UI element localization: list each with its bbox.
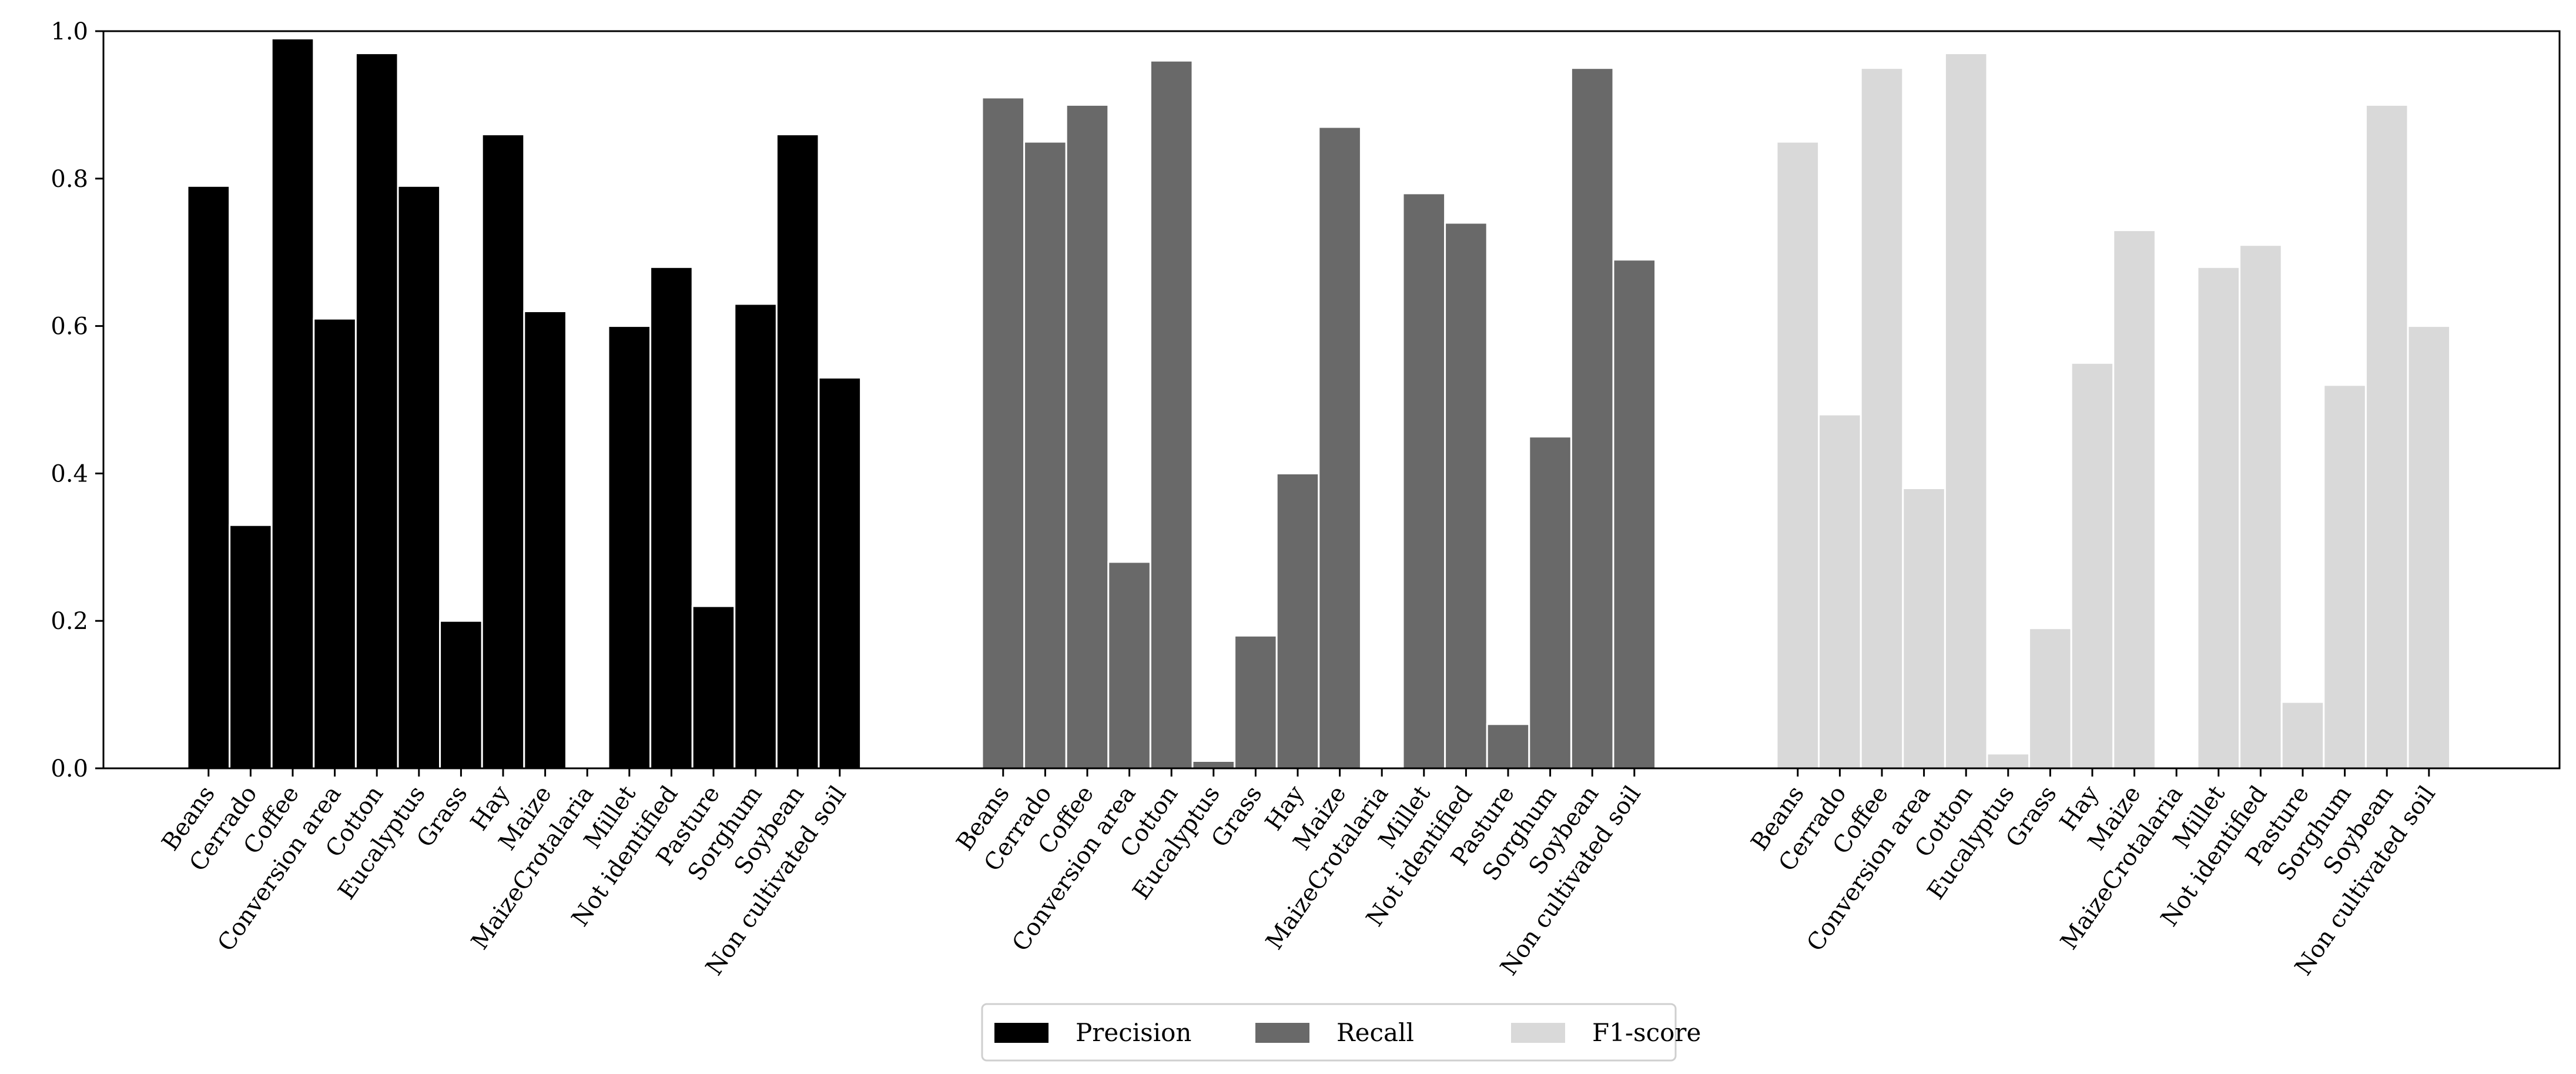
y-tick-label: 0.4 <box>51 460 88 487</box>
y-tick-label: 0.0 <box>51 755 88 782</box>
bar-recall-3 <box>1107 561 1151 769</box>
bar-f1-score-13 <box>2323 384 2367 769</box>
bar-recall-15 <box>1612 259 1657 769</box>
bar-precision-8 <box>523 310 567 769</box>
bar-precision-10 <box>607 325 652 769</box>
bar-recall-11 <box>1444 222 1488 769</box>
bar-precision-0 <box>186 185 231 769</box>
legend-label-recall: Recall <box>1336 1018 1414 1047</box>
bar-recall-13 <box>1528 436 1572 769</box>
bar-recall-2 <box>1065 103 1110 769</box>
bar-recall-8 <box>1318 126 1362 769</box>
bar-f1-score-7 <box>2070 362 2115 769</box>
bar-f1-score-2 <box>1860 67 1904 769</box>
y-axis: 0.0 0.2 0.4 0.6 0.8 1.0 <box>51 18 103 782</box>
bar-f1-score-0 <box>1776 140 1820 769</box>
legend-label-precision: Precision <box>1076 1018 1191 1047</box>
y-tick-label: 1.0 <box>51 18 88 45</box>
bar-precision-7 <box>481 133 525 769</box>
bar-precision-14 <box>775 133 820 769</box>
bar-recall-0 <box>981 96 1026 769</box>
legend-swatch-recall <box>1255 1023 1309 1043</box>
bar-f1-score-14 <box>2364 103 2409 769</box>
bar-recall-6 <box>1234 634 1278 769</box>
bar-recall-1 <box>1023 140 1067 769</box>
bar-precision-4 <box>354 52 399 769</box>
bar-precision-5 <box>397 185 441 769</box>
bar-f1-score-4 <box>1944 52 1988 769</box>
bar-f1-score-5 <box>1986 752 2031 769</box>
bars-layer <box>186 38 2451 769</box>
bar-f1-score-6 <box>2028 627 2072 769</box>
bar-precision-11 <box>649 266 694 769</box>
bar-precision-2 <box>270 38 315 769</box>
bar-precision-12 <box>691 605 736 769</box>
bar-recall-14 <box>1570 67 1614 769</box>
bar-precision-1 <box>229 524 273 769</box>
legend-box <box>981 1003 1677 1062</box>
bar-f1-score-15 <box>2407 325 2451 769</box>
bar-precision-13 <box>733 303 778 769</box>
bar-f1-score-12 <box>2280 701 2325 769</box>
bar-recall-7 <box>1275 472 1320 769</box>
bar-f1-score-11 <box>2239 244 2283 769</box>
y-tick-label: 0.6 <box>51 313 88 340</box>
legend: Precision Recall F1-score <box>981 1003 1701 1062</box>
bar-recall-5 <box>1191 760 1236 769</box>
bar-recall-4 <box>1149 59 1194 769</box>
bar-f1-score-8 <box>2112 229 2156 769</box>
legend-label-f1-score: F1-score <box>1592 1018 1701 1047</box>
bar-precision-6 <box>439 620 483 769</box>
plot-frame <box>102 30 2561 769</box>
bar-f1-score-10 <box>2196 266 2241 769</box>
bar-precision-3 <box>313 317 357 769</box>
bar-recall-10 <box>1402 192 1446 769</box>
legend-swatch-f1-score <box>1511 1023 1565 1043</box>
bar-f1-score-3 <box>1902 487 1946 769</box>
bar-recall-12 <box>1486 723 1530 769</box>
bar-precision-15 <box>818 376 862 769</box>
bar-f1-score-1 <box>1818 413 1862 769</box>
y-tick-label: 0.2 <box>51 608 88 635</box>
y-tick-label: 0.8 <box>51 166 88 193</box>
legend-swatch-precision <box>994 1023 1049 1043</box>
